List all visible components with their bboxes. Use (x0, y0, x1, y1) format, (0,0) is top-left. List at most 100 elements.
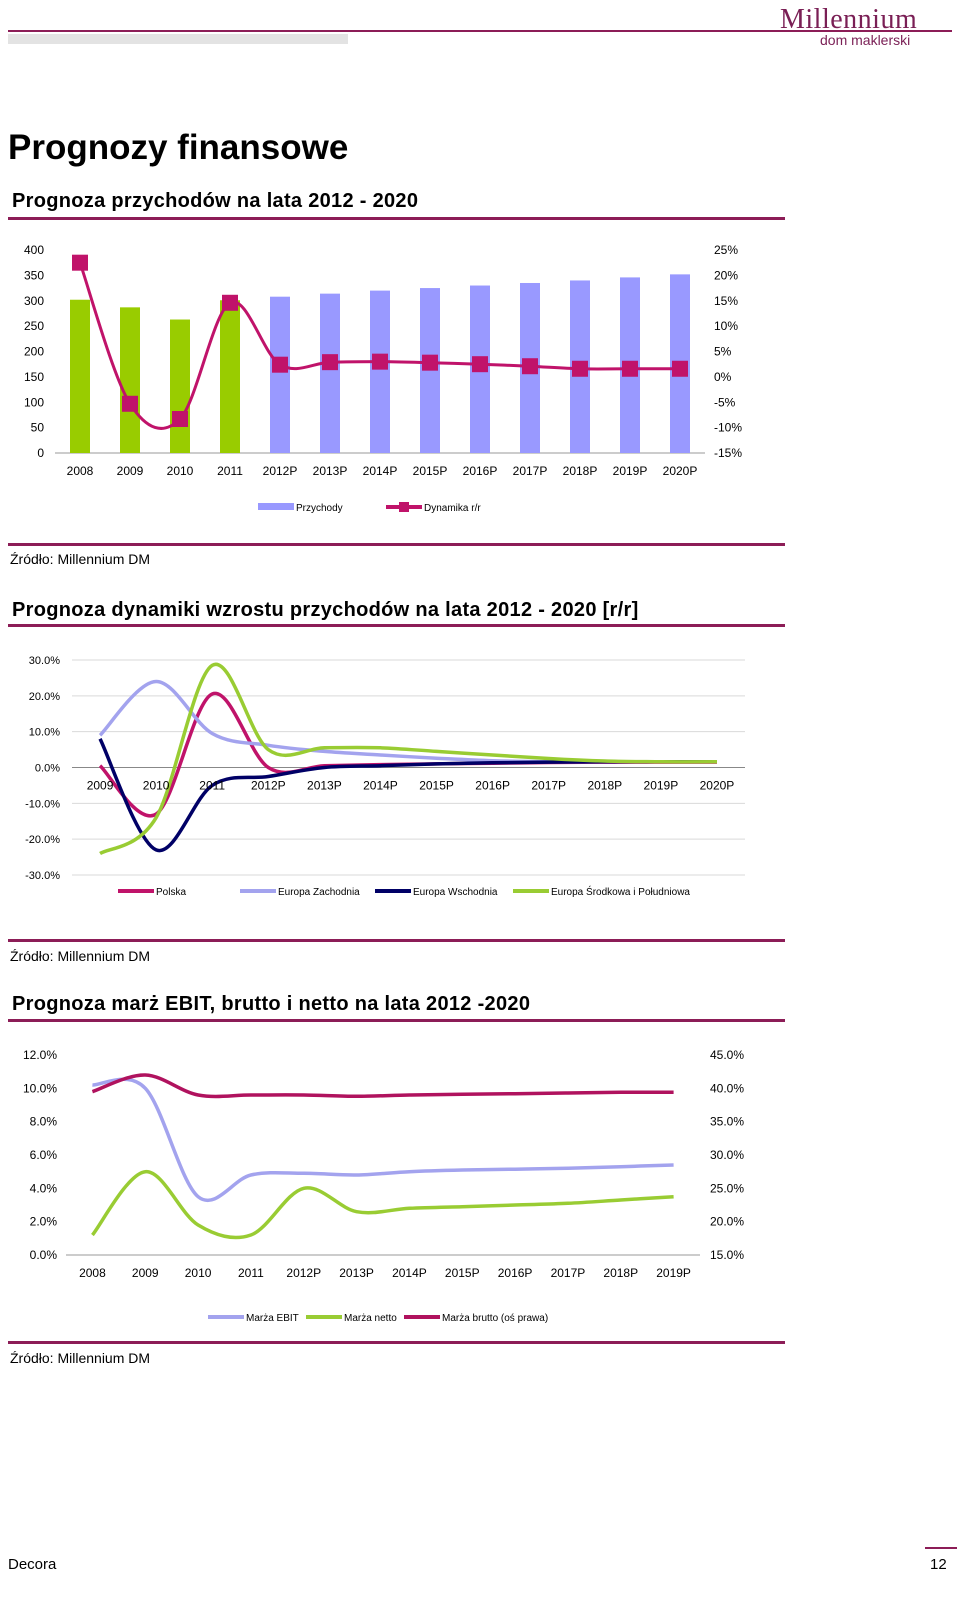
x-tick-label: 2011 (238, 1266, 264, 1280)
y-tick-label: 20.0% (29, 691, 60, 703)
y-right-tick-label: 25% (714, 243, 738, 257)
line-marker (322, 354, 338, 371)
x-tick-label: 2013P (313, 464, 348, 478)
x-tick-label: 2015P (419, 779, 454, 793)
bar (320, 293, 340, 453)
series-line (92, 1077, 674, 1202)
legend-label: Polska (156, 887, 186, 898)
y-right-tick-label: 5% (714, 345, 732, 359)
legend-label: Marża brutto (oś prawa) (442, 1313, 548, 1324)
x-tick-label: 2010 (143, 779, 170, 793)
header-bar (8, 34, 348, 44)
x-tick-label: 2014P (363, 779, 398, 793)
line-marker (372, 353, 388, 370)
y-right-tick-label: 25.0% (710, 1181, 744, 1195)
line-marker (422, 354, 438, 371)
x-tick-label: 2011 (199, 779, 225, 793)
footer-rule (925, 1547, 957, 1549)
y-tick-label: 0.0% (35, 763, 60, 775)
legend-label: Europa Zachodnia (278, 887, 360, 898)
source-note: Źródło: Millennium DM (10, 551, 151, 567)
y-left-tick-label: 6.0% (30, 1148, 58, 1162)
y-tick-label: -20.0% (25, 834, 60, 846)
y-left-tick-label: 50 (31, 421, 45, 435)
section-rule (8, 1341, 785, 1344)
bar (120, 307, 140, 453)
y-right-tick-label: 40.0% (710, 1081, 744, 1095)
y-left-tick-label: 0.0% (30, 1248, 58, 1262)
margins-chart: 0.0% 2.0% 4.0% 6.0% 8.0% 10.0% 12.0% 15.0% 20.0%… (23, 1048, 744, 1324)
x-tick-label: 2017P (513, 464, 548, 478)
x-tick-label: 2019P (613, 464, 648, 478)
line-marker (172, 410, 188, 427)
y-right-tick-label: 45.0% (710, 1048, 744, 1062)
line-marker (222, 294, 238, 311)
legend-label: Marża netto (344, 1313, 397, 1324)
bar (270, 296, 290, 453)
y-left-tick-label: 300 (24, 294, 44, 308)
revenue-chart: 0 50 100 150 200 250 300 350 400 -15% -10% -5% 0% 5% 1… (24, 243, 742, 514)
source-note: Źródło: Millennium DM (10, 948, 151, 964)
x-tick-label: 2018P (563, 464, 598, 478)
legend-label: Marża EBIT (246, 1313, 299, 1324)
line-marker (622, 360, 638, 377)
y-right-tick-label: 10% (714, 319, 738, 333)
y-left-tick-label: 100 (24, 395, 44, 409)
section-rule (8, 624, 785, 627)
x-tick-label: 2012P (251, 779, 286, 793)
header-rule (8, 30, 952, 32)
y-left-tick-label: 200 (24, 345, 44, 359)
x-tick-label: 2020P (700, 779, 735, 793)
x-tick-label: 2019P (656, 1266, 691, 1280)
section-title-margins: Prognoza marż EBIT, brutto i netto na la… (12, 993, 531, 1015)
y-left-tick-label: 0 (37, 446, 44, 460)
x-tick-label: 2019P (644, 779, 679, 793)
y-left-tick-label: 150 (24, 370, 44, 384)
line-marker (472, 356, 488, 373)
section-title-growth: Prognoza dynamiki wzrostu przychodów na … (12, 599, 639, 621)
line-marker (522, 358, 538, 375)
x-tick-label: 2016P (498, 1266, 533, 1280)
series-line (91, 1169, 674, 1240)
y-right-tick-label: -10% (714, 421, 742, 435)
x-tick-label: 2015P (445, 1266, 480, 1280)
x-tick-label: 2008 (67, 464, 94, 478)
brand-subtitle: dom maklerski (820, 32, 911, 48)
line-marker (122, 395, 138, 412)
x-tick-label: 2011 (217, 464, 243, 478)
x-tick-label: 2009 (117, 464, 144, 478)
page-title: Prognozy finansowe (8, 128, 349, 167)
x-tick-label: 2017P (531, 779, 566, 793)
bar (220, 300, 240, 453)
y-left-tick-label: 12.0% (23, 1048, 57, 1062)
growth-chart: -30.0% -20.0% -10.0% 0.0% 10.0% 20.0% 30.0% 200… (25, 655, 745, 898)
y-left-tick-label: 4.0% (30, 1181, 58, 1195)
legend-label: Europa Wschodnia (413, 887, 498, 898)
y-right-tick-label: 15% (714, 294, 738, 308)
legend-swatch (258, 503, 294, 510)
x-tick-label: 2018P (603, 1266, 638, 1280)
x-tick-label: 2008 (79, 1266, 106, 1280)
y-left-tick-label: 400 (24, 243, 44, 257)
x-tick-label: 2012P (286, 1266, 321, 1280)
source-note: Źródło: Millennium DM (10, 1350, 151, 1366)
x-tick-label: 2010 (167, 464, 194, 478)
footer-company: Decora (8, 1556, 57, 1573)
line-marker (72, 254, 88, 271)
series-line (99, 662, 718, 856)
y-left-tick-label: 8.0% (30, 1115, 58, 1129)
y-left-tick-label: 10.0% (23, 1081, 57, 1095)
x-tick-label: 2013P (307, 779, 342, 793)
y-tick-label: 10.0% (29, 727, 60, 739)
y-left-tick-label: 350 (24, 268, 44, 282)
y-right-tick-label: 20% (714, 268, 738, 282)
y-right-tick-label: 20.0% (710, 1215, 744, 1229)
x-tick-label: 2010 (185, 1266, 212, 1280)
legend-label: Przychody (296, 503, 343, 514)
line-marker (672, 360, 688, 377)
brand-logo: Millennium (780, 4, 918, 35)
y-left-tick-label: 250 (24, 319, 44, 333)
bar (370, 290, 390, 453)
line-marker (572, 360, 588, 377)
bar (70, 299, 90, 453)
